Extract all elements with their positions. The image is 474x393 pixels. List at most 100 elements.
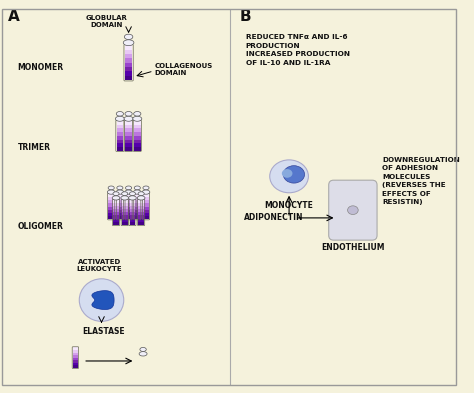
- Text: MONOMER: MONOMER: [18, 63, 64, 72]
- Bar: [113, 203, 119, 206]
- Text: B: B: [240, 9, 251, 24]
- Ellipse shape: [116, 112, 124, 116]
- Ellipse shape: [133, 116, 142, 121]
- Bar: [109, 210, 114, 213]
- Bar: [125, 121, 132, 125]
- Bar: [125, 129, 132, 132]
- Bar: [143, 216, 149, 219]
- Ellipse shape: [124, 116, 133, 121]
- Ellipse shape: [137, 196, 145, 200]
- Bar: [113, 209, 119, 213]
- Bar: [125, 143, 132, 147]
- Bar: [122, 206, 128, 209]
- Bar: [143, 207, 149, 210]
- Bar: [109, 204, 114, 207]
- Bar: [117, 200, 123, 204]
- Bar: [135, 210, 140, 213]
- Bar: [138, 222, 144, 225]
- Bar: [117, 132, 123, 136]
- Bar: [109, 200, 114, 204]
- Ellipse shape: [125, 190, 132, 194]
- Bar: [122, 215, 128, 219]
- Bar: [138, 200, 144, 203]
- Ellipse shape: [125, 112, 132, 116]
- Ellipse shape: [126, 186, 132, 190]
- Bar: [125, 54, 132, 59]
- Bar: [122, 200, 128, 203]
- Bar: [117, 125, 123, 129]
- Ellipse shape: [116, 190, 124, 194]
- Text: REDUCED TNFα AND IL-6
PRODUCTION
INCREASED PRODUCTION
OF IL-10 AND IL-1RA: REDUCED TNFα AND IL-6 PRODUCTION INCREAS…: [246, 34, 349, 66]
- Bar: [125, 132, 132, 136]
- Ellipse shape: [124, 34, 133, 40]
- Bar: [125, 72, 132, 76]
- Bar: [73, 350, 78, 353]
- Bar: [125, 125, 132, 129]
- Bar: [143, 197, 149, 200]
- Ellipse shape: [142, 190, 150, 194]
- Bar: [130, 200, 135, 203]
- Ellipse shape: [113, 192, 119, 196]
- Bar: [135, 207, 140, 210]
- Bar: [117, 129, 123, 132]
- Bar: [113, 222, 119, 225]
- Bar: [126, 216, 131, 219]
- Bar: [117, 216, 123, 219]
- Bar: [134, 132, 141, 136]
- Bar: [130, 209, 135, 213]
- Ellipse shape: [134, 186, 140, 190]
- Bar: [125, 76, 132, 81]
- Bar: [117, 204, 123, 207]
- Bar: [135, 213, 140, 216]
- Bar: [117, 213, 123, 216]
- Bar: [125, 59, 132, 63]
- Bar: [143, 194, 149, 197]
- Bar: [113, 215, 119, 219]
- Ellipse shape: [134, 190, 141, 194]
- Bar: [138, 219, 144, 222]
- Bar: [130, 222, 135, 225]
- Bar: [122, 209, 128, 213]
- Bar: [117, 194, 123, 197]
- Bar: [138, 203, 144, 206]
- Text: ELASTASE: ELASTASE: [82, 327, 125, 336]
- Bar: [117, 207, 123, 210]
- Ellipse shape: [140, 347, 146, 351]
- Bar: [143, 213, 149, 216]
- Bar: [73, 358, 78, 360]
- Ellipse shape: [270, 160, 309, 193]
- Bar: [113, 212, 119, 216]
- Bar: [109, 216, 114, 219]
- Bar: [126, 210, 131, 213]
- Ellipse shape: [143, 186, 149, 190]
- Ellipse shape: [112, 196, 120, 200]
- Bar: [117, 143, 123, 147]
- Bar: [109, 207, 114, 210]
- Bar: [138, 206, 144, 209]
- Bar: [138, 209, 144, 213]
- Ellipse shape: [347, 206, 358, 215]
- Bar: [125, 147, 132, 151]
- Bar: [143, 210, 149, 213]
- Bar: [130, 212, 135, 216]
- Bar: [135, 194, 140, 197]
- Ellipse shape: [122, 192, 128, 196]
- Bar: [109, 197, 114, 200]
- Bar: [135, 216, 140, 219]
- Text: MONOCYTE: MONOCYTE: [264, 202, 313, 211]
- Bar: [117, 147, 123, 151]
- Bar: [113, 219, 119, 222]
- Text: DOWNREGULATION
OF ADHESION
MOLECULES
(REVERSES THE
EFFECTS OF
RESISTIN): DOWNREGULATION OF ADHESION MOLECULES (RE…: [382, 157, 460, 206]
- Bar: [135, 200, 140, 204]
- Bar: [134, 125, 141, 129]
- Bar: [113, 200, 119, 203]
- Bar: [130, 219, 135, 222]
- Bar: [125, 136, 132, 140]
- Text: OLIGOMER: OLIGOMER: [18, 222, 63, 231]
- Ellipse shape: [283, 166, 304, 183]
- Bar: [125, 140, 132, 143]
- Text: TRIMER: TRIMER: [18, 143, 50, 152]
- Text: ADIPONECTIN: ADIPONECTIN: [244, 213, 303, 222]
- Ellipse shape: [138, 192, 144, 196]
- Ellipse shape: [282, 169, 292, 178]
